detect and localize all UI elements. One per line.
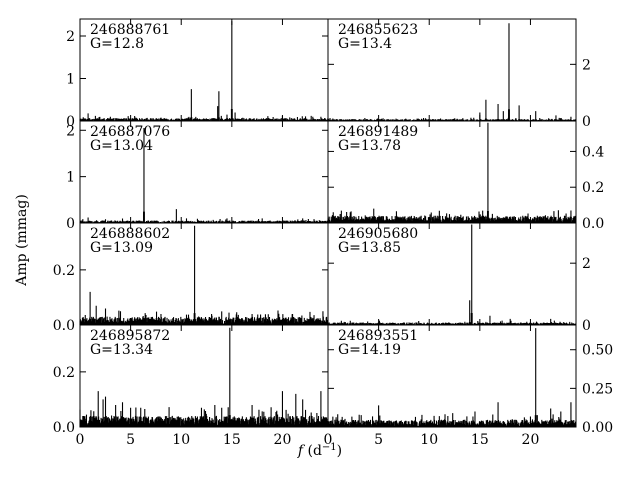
panel-id-label: 246888761	[90, 22, 170, 38]
x-tick-label: 0	[76, 432, 85, 448]
x-axis-label-exponent: −1	[322, 442, 337, 453]
y-tick-label: 0.25	[582, 381, 613, 397]
x-tick-label: 15	[471, 432, 489, 448]
y-tick-label: 2	[66, 29, 75, 45]
panel-mag-label: G=13.4	[338, 36, 392, 52]
y-tick-label: 0	[582, 318, 591, 334]
x-tick-label: 10	[420, 432, 438, 448]
y-tick-label: 0	[582, 114, 591, 130]
panel-frame-246893551	[327, 324, 577, 428]
x-tick-label: 5	[374, 432, 383, 448]
y-tick-label: 0.0	[53, 420, 75, 436]
x-axis-label: f (d−1)	[297, 442, 342, 459]
panel-mag-label: G=13.34	[90, 342, 153, 358]
y-tick-label: 0.50	[582, 343, 613, 359]
y-tick-label: 0	[66, 216, 75, 232]
panel-mag-label: G=13.85	[338, 240, 401, 256]
panel-mag-label: G=12.8	[90, 36, 144, 52]
x-tick-label: 0	[324, 432, 333, 448]
x-axis-label-close: )	[337, 443, 342, 459]
x-tick-label: 5	[126, 432, 135, 448]
panel-id-label: 246895872	[90, 328, 170, 344]
x-tick-label: 20	[274, 432, 292, 448]
panel-id-label: 246905680	[338, 226, 418, 242]
y-tick-label: 0.0	[53, 318, 75, 334]
panel-mag-label: G=13.78	[338, 138, 401, 154]
y-tick-label: 1	[66, 170, 75, 186]
y-tick-label: 0.00	[582, 420, 613, 436]
y-tick-label: 2	[66, 123, 75, 139]
y-tick-label: 2	[582, 57, 591, 73]
y-tick-label: 0.2	[582, 180, 604, 196]
x-tick-label: 10	[172, 432, 190, 448]
panel-id-label: 246855623	[338, 22, 418, 38]
y-tick-label: 0.0	[582, 216, 604, 232]
y-axis-label: Amp (mmag)	[14, 194, 30, 287]
panel-mag-label: G=13.09	[90, 240, 153, 256]
panel-mag-label: G=13.04	[90, 138, 153, 154]
panel-mag-label: G=14.19	[338, 342, 401, 358]
panel-id-label: 246888602	[90, 226, 170, 242]
x-axis-label-unit: (d	[303, 443, 322, 459]
y-tick-label: 0.4	[582, 144, 604, 160]
x-tick-label: 20	[522, 432, 540, 448]
y-tick-label: 1	[66, 72, 75, 88]
y-tick-label: 0	[66, 114, 75, 130]
panel-id-label: 246887076	[90, 124, 170, 140]
x-axis-label-symbol: f	[297, 443, 306, 459]
y-tick-label: 2	[582, 256, 591, 272]
panel-id-label: 246891489	[338, 124, 418, 140]
panel-id-label: 246893551	[338, 328, 418, 344]
y-tick-label: 0.2	[53, 365, 75, 381]
x-tick-label: 15	[223, 432, 241, 448]
y-tick-label: 0.2	[53, 263, 75, 279]
